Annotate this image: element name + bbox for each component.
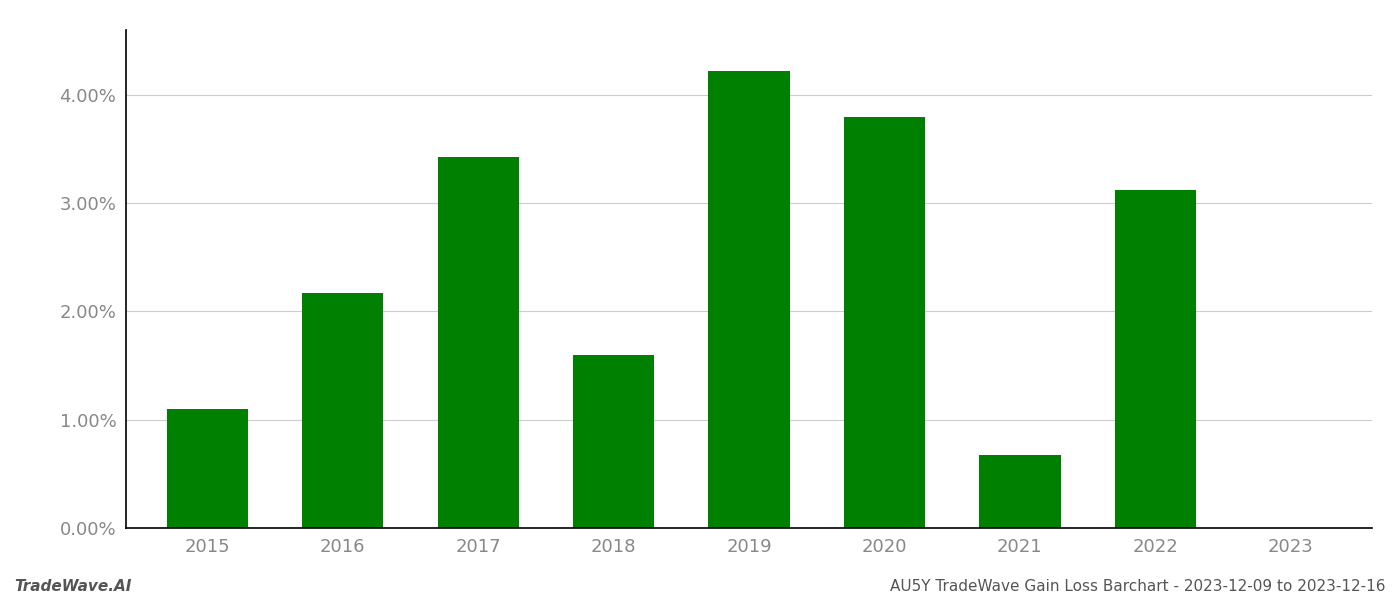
Bar: [979, 455, 1061, 528]
Bar: [302, 293, 384, 528]
Bar: [1114, 190, 1196, 528]
Bar: [437, 157, 519, 528]
Bar: [708, 71, 790, 528]
Text: TradeWave.AI: TradeWave.AI: [14, 579, 132, 594]
Bar: [167, 409, 248, 528]
Bar: [573, 355, 654, 528]
Text: AU5Y TradeWave Gain Loss Barchart - 2023-12-09 to 2023-12-16: AU5Y TradeWave Gain Loss Barchart - 2023…: [890, 579, 1386, 594]
Bar: [844, 116, 925, 528]
